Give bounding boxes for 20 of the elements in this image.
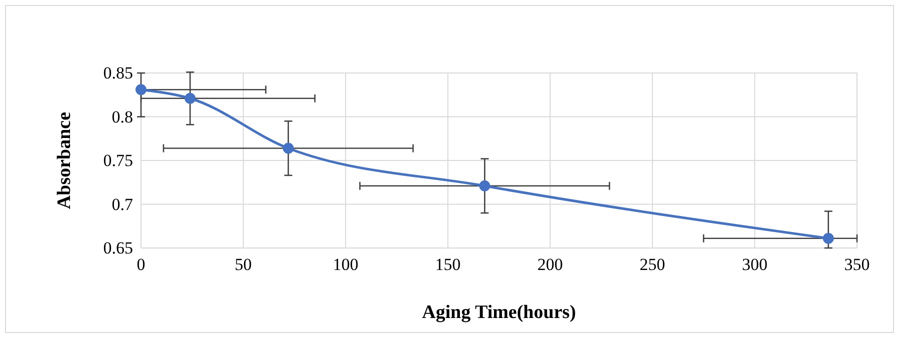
x-tick-label: 50 <box>234 255 252 274</box>
y-tick-label: 0.8 <box>112 107 133 126</box>
x-tick-label: 350 <box>844 255 870 274</box>
point <box>282 142 294 154</box>
point <box>822 232 834 244</box>
y-tick-label: 0.7 <box>112 194 134 214</box>
x-tick-label: 200 <box>537 255 563 274</box>
point <box>136 84 146 96</box>
y-tick-label: 0.75 <box>103 151 133 170</box>
x-tick-label: 300 <box>742 255 768 274</box>
y-tick-label: 0.65 <box>103 238 133 258</box>
point <box>479 180 490 192</box>
x-tick-label: 0 <box>136 255 146 274</box>
x-tick-label: 250 <box>640 255 666 274</box>
point <box>184 92 196 104</box>
x-tick-label: 150 <box>435 255 461 274</box>
y-tick-label: 0.85 <box>103 64 133 82</box>
x-tick-label: 100 <box>332 255 358 274</box>
y-axis-title: Absorbance <box>54 112 75 210</box>
x-axis-title: Aging Time(hours) <box>422 302 576 323</box>
